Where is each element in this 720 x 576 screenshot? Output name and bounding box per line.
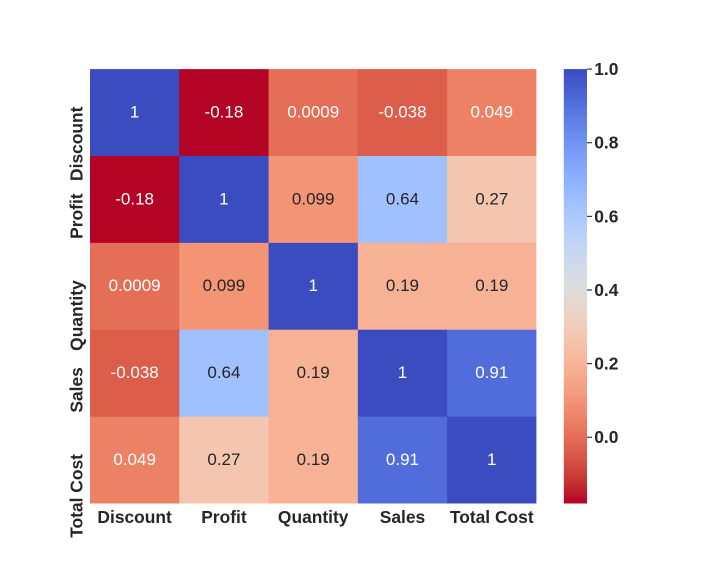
svg-text:-0.038: -0.038 — [378, 102, 426, 121]
svg-text:0.19: 0.19 — [297, 363, 330, 382]
svg-text:0.099: 0.099 — [292, 189, 335, 208]
svg-text:-0.038: -0.038 — [111, 363, 159, 382]
svg-text:Total Cost: Total Cost — [450, 507, 534, 527]
svg-text:Profit: Profit — [67, 193, 87, 239]
svg-text:Sales: Sales — [380, 507, 425, 527]
svg-text:Quantity: Quantity — [278, 507, 349, 527]
svg-text:-0.18: -0.18 — [115, 189, 154, 208]
svg-text:1: 1 — [219, 189, 228, 208]
svg-text:0.049: 0.049 — [470, 102, 513, 121]
svg-text:1: 1 — [308, 276, 317, 295]
svg-text:Profit: Profit — [201, 507, 247, 527]
svg-text:Discount: Discount — [67, 106, 87, 181]
svg-text:0.64: 0.64 — [386, 189, 419, 208]
svg-text:1: 1 — [398, 363, 407, 382]
svg-text:0.19: 0.19 — [475, 276, 508, 295]
svg-text:0.0: 0.0 — [594, 427, 618, 447]
svg-text:0.2: 0.2 — [594, 354, 618, 374]
svg-text:0.27: 0.27 — [207, 450, 240, 469]
svg-text:0.19: 0.19 — [386, 276, 419, 295]
svg-text:0.27: 0.27 — [475, 189, 508, 208]
svg-text:Discount: Discount — [97, 507, 172, 527]
svg-text:-0.18: -0.18 — [205, 102, 244, 121]
svg-text:0.0009: 0.0009 — [109, 276, 161, 295]
svg-text:0.6: 0.6 — [594, 206, 619, 226]
svg-text:Quantity: Quantity — [67, 280, 87, 351]
svg-text:1: 1 — [487, 450, 496, 469]
svg-text:0.8: 0.8 — [594, 133, 619, 153]
svg-text:1: 1 — [130, 102, 139, 121]
svg-text:Sales: Sales — [67, 367, 87, 412]
svg-text:0.19: 0.19 — [297, 450, 330, 469]
svg-text:0.91: 0.91 — [475, 363, 508, 382]
svg-text:1.0: 1.0 — [594, 59, 618, 79]
svg-text:0.4: 0.4 — [594, 280, 619, 300]
svg-text:0.0009: 0.0009 — [287, 102, 339, 121]
svg-text:Total Cost: Total Cost — [67, 454, 87, 538]
svg-text:0.099: 0.099 — [203, 276, 246, 295]
svg-text:0.91: 0.91 — [386, 450, 419, 469]
svg-text:0.64: 0.64 — [207, 363, 240, 382]
svg-text:0.049: 0.049 — [113, 450, 156, 469]
